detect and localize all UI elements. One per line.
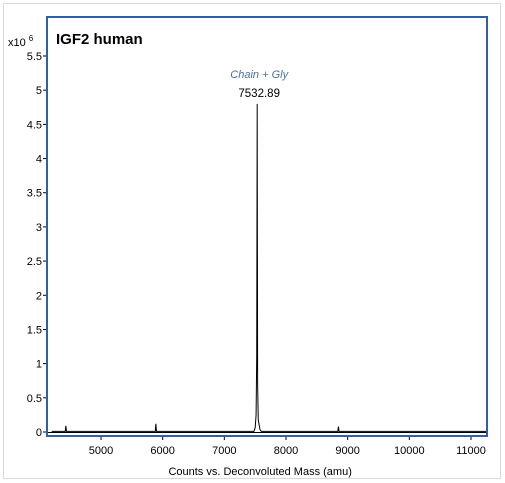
x-axis-label: Counts vs. Deconvoluted Mass (amu) xyxy=(168,466,351,478)
peak-annotation-value: 7532.89 xyxy=(238,88,280,100)
x-tick-label: 9000 xyxy=(335,445,359,457)
x-tick-label: 11000 xyxy=(456,445,486,457)
peak-annotation-name: Chain + Gly xyxy=(230,69,289,81)
y-axis-ticks: 0 0.5 1 1.5 2 2.5 3 3.5 4 4.5 5 5.5 xyxy=(27,51,47,439)
x-tick-label: 6000 xyxy=(150,445,174,457)
y-tick-label: 1.5 xyxy=(27,324,42,336)
y-tick-label: 0.5 xyxy=(27,393,42,405)
y-tick-label: 2.5 xyxy=(27,256,42,268)
x-axis-ticks: 5000 6000 7000 8000 9000 10000 11000 xyxy=(89,436,486,457)
y-tick-label: 5 xyxy=(36,85,42,97)
x-tick-label: 10000 xyxy=(394,445,425,457)
y-tick-label: 3.5 xyxy=(27,188,42,200)
x-tick-label: 5000 xyxy=(89,445,113,457)
chart-title: IGF2 human xyxy=(56,31,143,48)
x-tick-label: 7000 xyxy=(212,445,236,457)
y-tick-label: 4 xyxy=(36,154,42,166)
y-tick-label: 5.5 xyxy=(27,51,42,63)
plot-border xyxy=(46,16,488,437)
y-tick-label: 3 xyxy=(36,222,42,234)
chart-frame xyxy=(3,3,501,479)
y-tick-label: 2 xyxy=(36,290,42,302)
x-tick-label: 8000 xyxy=(274,445,298,457)
spectrum-trace xyxy=(51,103,487,432)
y-axis-multiplier: x10 6 xyxy=(8,34,34,49)
y-tick-label: 4.5 xyxy=(27,119,42,131)
y-tick-label: 0 xyxy=(36,427,42,439)
y-tick-label: 1 xyxy=(36,359,42,371)
